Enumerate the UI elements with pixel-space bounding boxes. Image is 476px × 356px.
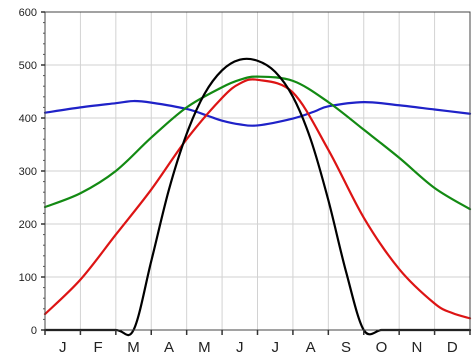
- y-axis: 0 100 200 300 400 500 600: [19, 7, 45, 337]
- x-tick-label: N: [411, 339, 422, 356]
- x-tick-label: J: [59, 339, 67, 356]
- x-tick-label: S: [341, 339, 351, 356]
- x-tick-label: A: [306, 339, 316, 356]
- series-line-2: [43, 75, 472, 211]
- x-tick-label: A: [164, 339, 174, 356]
- x-tick-label: J: [271, 339, 279, 356]
- series-line-1: [43, 99, 472, 127]
- x-tick-label: M: [198, 339, 211, 356]
- grid: [45, 12, 470, 330]
- y-tick-label: 100: [19, 272, 37, 284]
- x-tick-label: F: [94, 339, 103, 356]
- series-line-4: [43, 57, 472, 337]
- y-tick-label: 0: [31, 325, 37, 337]
- y-tick-label: 200: [19, 219, 37, 231]
- y-tick-label: 400: [19, 113, 37, 125]
- x-tick-label: D: [447, 339, 458, 356]
- x-tick-label: M: [127, 339, 140, 356]
- y-tick-label: 300: [19, 166, 37, 178]
- y-tick-label: 600: [19, 7, 37, 19]
- series-layer: [43, 57, 472, 337]
- series-line-3: [43, 78, 472, 320]
- x-tick-label: J: [236, 339, 244, 356]
- y-tick-label: 500: [19, 60, 37, 72]
- x-tick-label: O: [376, 339, 388, 356]
